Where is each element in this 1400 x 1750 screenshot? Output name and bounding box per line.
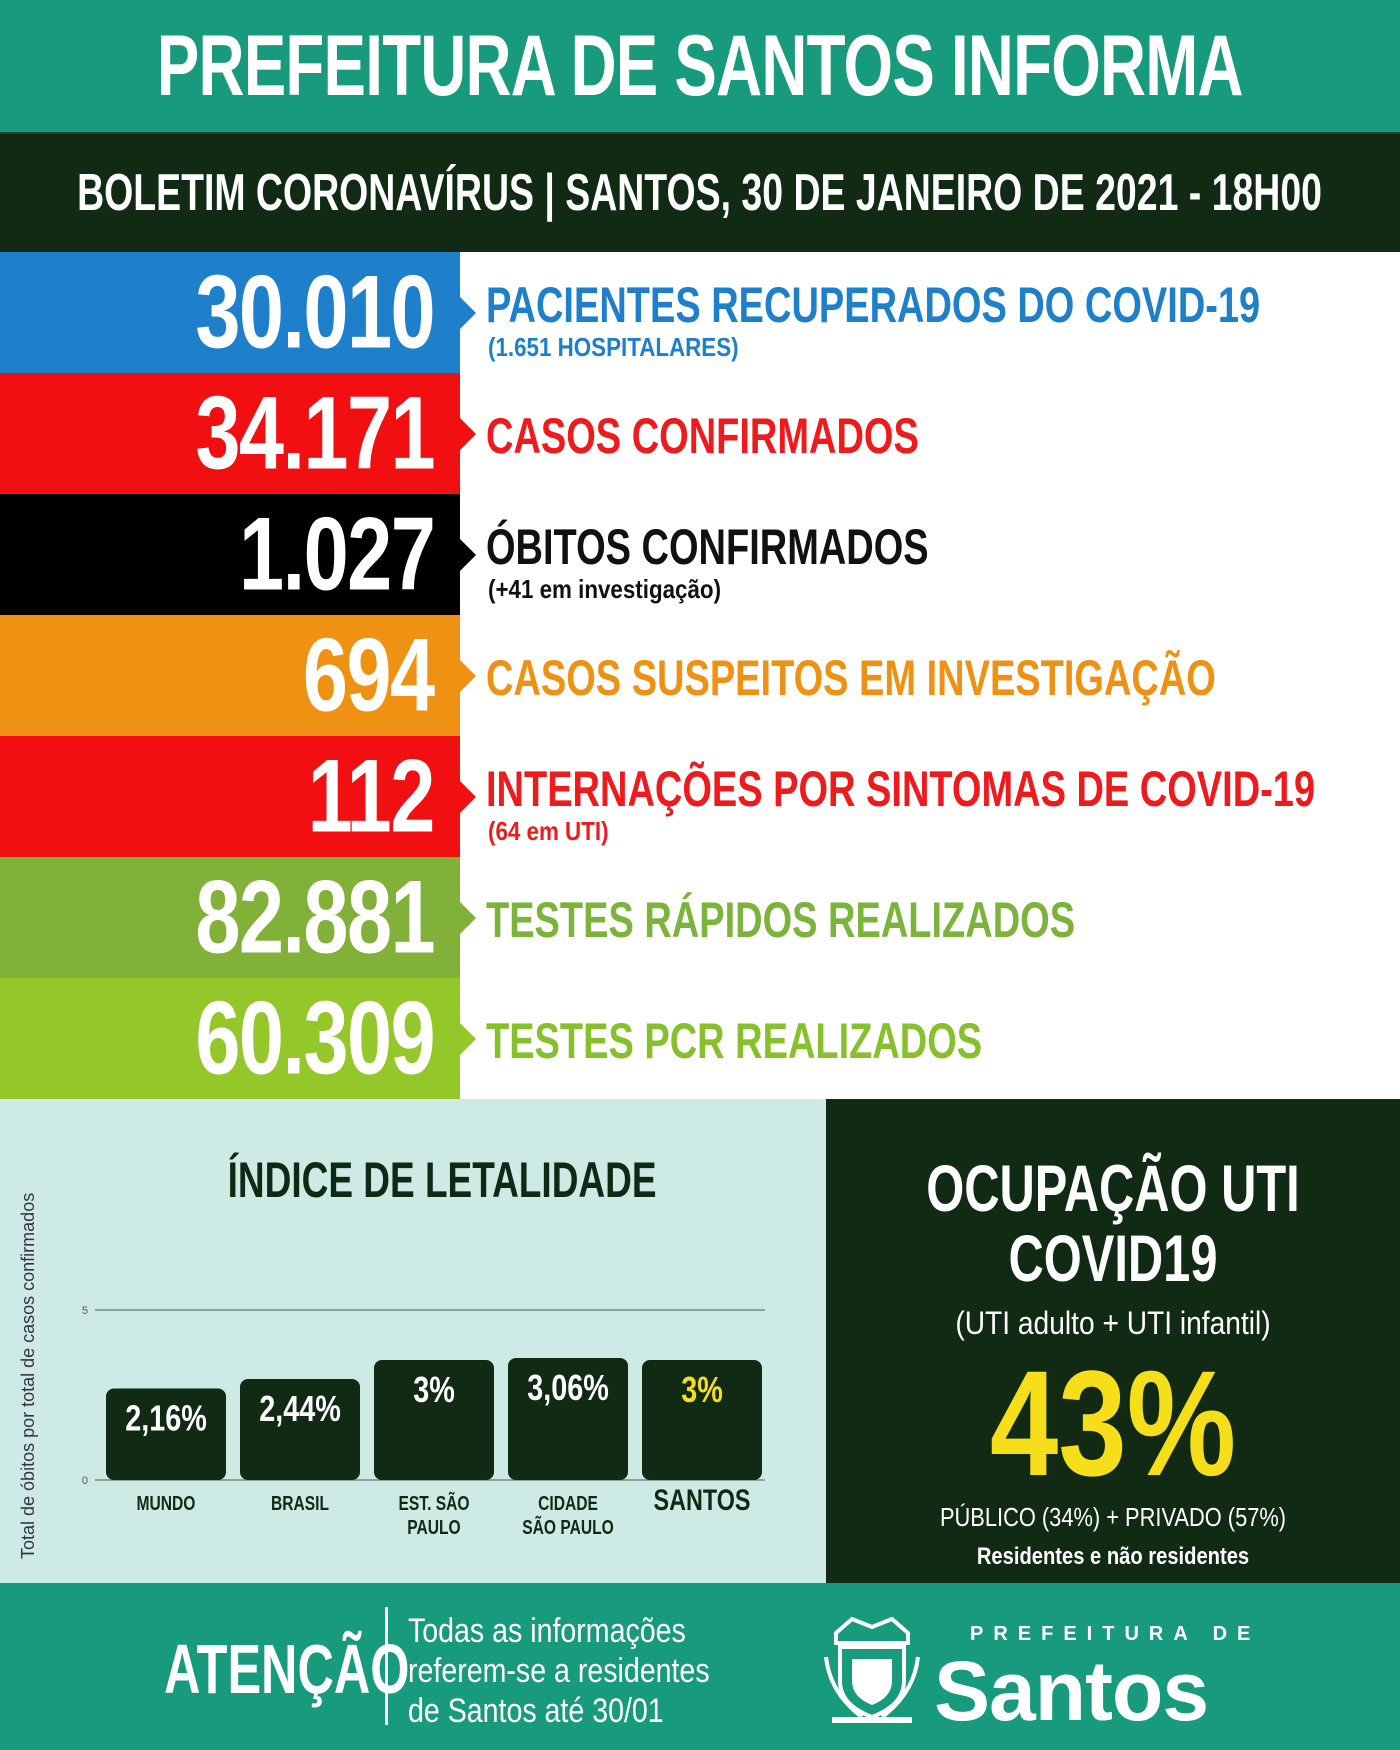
- icu-breakdown: PÚBLICO (34%) + PRIVADO (57%): [939, 1502, 1287, 1532]
- stat-value: 1.027: [238, 496, 436, 612]
- stat-value: 60.309: [195, 980, 435, 1096]
- stat-row: 112 INTERNAÇÕES POR SINTOMAS DE COVID-19(…: [0, 736, 1400, 857]
- stat-value-box: 34.171: [0, 373, 476, 494]
- category-label: SANTOS: [653, 1483, 750, 1516]
- stat-value-box: 694: [0, 615, 476, 736]
- attention-label: ATENÇÃO: [164, 1630, 410, 1708]
- stat-value: 694: [303, 617, 435, 733]
- bar: [240, 1379, 360, 1480]
- lower-section: ÍNDICE DE LETALIDADE Total de óbitos por…: [0, 1099, 1400, 1583]
- page-title: PREFEITURA DE SANTOS INFORMA: [157, 17, 1244, 114]
- brand-prefix: PREFEITURA DE: [970, 1623, 1261, 1645]
- category-label-line: EST. SÃO: [398, 1491, 469, 1514]
- stat-label: PACIENTES RECUPERADOS DO COVID-19: [486, 277, 1261, 333]
- category-label-line: SÃO PAULO: [522, 1515, 614, 1538]
- stat-value-box: 112: [0, 736, 476, 857]
- footer-note-line3: de Santos até 30/01: [408, 1692, 664, 1730]
- category-label: CIDADE SÃO PAULO: [522, 1492, 614, 1538]
- stat-sublabel: (64 em UTI): [488, 816, 609, 846]
- pointer-arrow-icon: [460, 659, 476, 692]
- stat-row: 60.309 TESTES PCR REALIZADOS: [0, 978, 1400, 1099]
- pointer-arrow-icon: [460, 538, 476, 571]
- footer-note: Todas as informações referem-se a reside…: [408, 1611, 710, 1731]
- stat-label: INTERNAÇÕES POR SINTOMAS DE COVID-19: [486, 761, 1316, 817]
- icu-subtitle: (UTI adulto + UTI infantil): [955, 1305, 1271, 1341]
- pointer-arrow-icon: [460, 417, 476, 450]
- stat-value-box: 30.010: [0, 252, 476, 373]
- category-label-line: PAULO: [407, 1516, 460, 1538]
- bar: [374, 1360, 494, 1480]
- stat-value: 34.171: [195, 375, 435, 491]
- header-subtitle-bar: BOLETIM CORONAVÍRUS | SANTOS, 30 DE JANE…: [0, 132, 1400, 252]
- bar-value-label: 2,16%: [125, 1397, 207, 1438]
- category-label-line: CIDADE: [538, 1492, 598, 1514]
- city-crest-icon: [824, 1616, 920, 1723]
- bar-value-label: 3%: [413, 1369, 455, 1410]
- stat-label: CASOS CONFIRMADOS: [486, 408, 919, 464]
- stat-label: TESTES RÁPIDOS REALIZADOS: [486, 892, 1076, 948]
- icu-percent: 43%: [989, 1339, 1237, 1507]
- category-label: EST. SÃO PAULO: [398, 1491, 469, 1538]
- stat-label: CASOS SUSPEITOS EM INVESTIGAÇÃO: [486, 650, 1216, 706]
- stat-label: ÓBITOS CONFIRMADOS: [486, 519, 929, 575]
- pointer-arrow-icon: [460, 296, 476, 329]
- stat-value-box: 60.309: [0, 978, 476, 1099]
- lethality-chart: 5 0 2,16% MUNDO 2,44% BRASIL 3% EST. SÃO PAULO 3,…: [82, 1305, 765, 1538]
- icu-title-line2: COVID19: [1008, 1221, 1218, 1295]
- icu-residents-note: Residentes e não residentes: [976, 1543, 1250, 1570]
- bar: [642, 1360, 762, 1480]
- pointer-arrow-icon: [460, 1022, 476, 1055]
- bar: [508, 1357, 628, 1480]
- bar-value-label: 3%: [681, 1369, 723, 1410]
- footer-note-line1: Todas as informações: [408, 1612, 686, 1650]
- stat-value-box: 82.881: [0, 857, 476, 978]
- bulletin-subtitle: BOLETIM CORONAVÍRUS | SANTOS, 30 DE JANE…: [77, 164, 1323, 222]
- stat-row: 694 CASOS SUSPEITOS EM INVESTIGAÇÃO: [0, 615, 1400, 736]
- bar-value-label: 3,06%: [527, 1367, 609, 1408]
- stat-label: TESTES PCR REALIZADOS: [486, 1013, 983, 1069]
- bar: [106, 1388, 226, 1480]
- stat-row: 34.171 CASOS CONFIRMADOS: [0, 373, 1400, 494]
- category-label-line: MUNDO: [137, 1492, 196, 1514]
- stat-row: 82.881 TESTES RÁPIDOS REALIZADOS: [0, 857, 1400, 978]
- lethality-chart-panel: ÍNDICE DE LETALIDADE Total de óbitos por…: [0, 1099, 826, 1583]
- stat-value: 112: [307, 738, 436, 854]
- stat-value: 30.010: [195, 254, 435, 370]
- category-label-line: BRASIL: [271, 1492, 329, 1514]
- category-label: MUNDO: [137, 1492, 196, 1514]
- y-tick-label: 0: [82, 1475, 88, 1487]
- footer-divider: [385, 1607, 388, 1725]
- footer-note-line2: referem-se a residentes: [408, 1652, 710, 1690]
- chart-title: ÍNDICE DE LETALIDADE: [227, 1152, 657, 1208]
- header-title-bar: PREFEITURA DE SANTOS INFORMA: [0, 0, 1400, 132]
- icu-title-line1: OCUPAÇÃO UTI: [926, 1151, 1300, 1225]
- category-label: BRASIL: [271, 1492, 329, 1514]
- stat-value-box: 1.027: [0, 494, 476, 615]
- y-tick-label: 5: [82, 1305, 88, 1317]
- stats-list: 30.010 PACIENTES RECUPERADOS DO COVID-19(…: [0, 252, 1400, 1099]
- brand-name: Santos: [934, 1644, 1209, 1738]
- stat-row: 1.027 ÓBITOS CONFIRMADOS (+41 em investiga…: [0, 494, 1400, 615]
- bar-value-label: 2,44%: [259, 1388, 341, 1429]
- category-label-line: SANTOS: [653, 1483, 750, 1516]
- stat-row: 30.010 PACIENTES RECUPERADOS DO COVID-19(…: [0, 252, 1400, 373]
- pointer-arrow-icon: [460, 780, 476, 813]
- icu-occupancy-panel: OCUPAÇÃO UTI COVID19 (UTI adulto + UTI i…: [826, 1099, 1400, 1583]
- footer: ATENÇÃO Todas as informações referem-se …: [0, 1583, 1400, 1750]
- stat-value: 82.881: [195, 859, 435, 975]
- pointer-arrow-icon: [460, 901, 476, 934]
- stat-sublabel: (+41 em investigação): [488, 574, 722, 604]
- stat-sublabel: (1.651 HOSPITALARES): [488, 332, 739, 362]
